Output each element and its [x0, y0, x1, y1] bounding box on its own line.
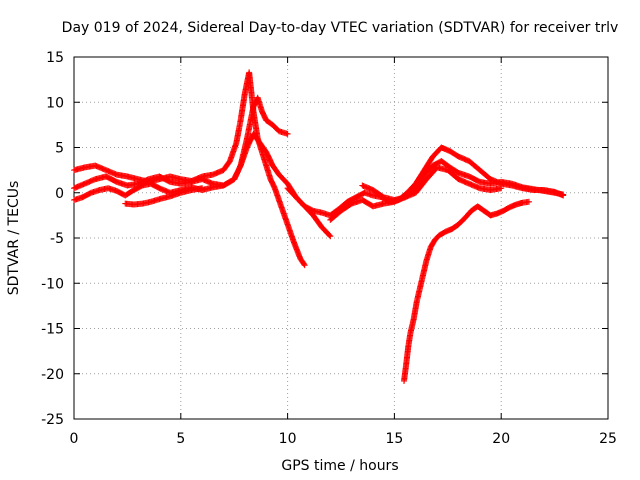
data-marks: [71, 69, 567, 384]
data-point: [327, 233, 334, 240]
y-axis-label: SDTVAR / TECUs: [6, 181, 22, 296]
x-tick-label: 10: [279, 431, 297, 447]
y-tick-label: -5: [50, 231, 64, 247]
series-track-4: [122, 185, 206, 208]
x-tick-label: 0: [70, 431, 79, 447]
data-point: [326, 232, 333, 239]
x-tick-labels: 0 5 10 15 20 25: [70, 431, 617, 447]
grid: [74, 57, 608, 419]
data-point: [199, 185, 206, 192]
data-point: [301, 262, 308, 269]
data-point: [498, 185, 505, 192]
x-axis-label: GPS time / hours: [281, 458, 398, 474]
y-tick-label: 5: [55, 141, 64, 157]
y-tick-label: 0: [55, 186, 64, 202]
data-point: [284, 130, 291, 137]
y-tick-labels: -25 -20 -15 -10 -5 0 5 10 15: [41, 50, 64, 428]
y-tick-label: 10: [46, 95, 64, 111]
data-point: [300, 261, 307, 268]
x-tick-label: 15: [385, 431, 403, 447]
chart-title: Day 019 of 2024, Sidereal Day-to-day VTE…: [62, 20, 619, 36]
series-track-7: [359, 164, 505, 203]
y-tick-label: -10: [41, 276, 64, 292]
data-point: [525, 198, 532, 205]
axis-ticks: [73, 56, 609, 420]
y-tick-label: -15: [41, 322, 64, 338]
y-tick-label: 15: [46, 50, 64, 66]
y-tick-label: -25: [41, 412, 64, 428]
x-tick-label: 25: [599, 431, 617, 447]
x-tick-label: 20: [492, 431, 510, 447]
data-point: [560, 191, 567, 198]
series-track-8: [401, 198, 532, 384]
x-tick-label: 5: [176, 431, 185, 447]
y-tick-label: -20: [41, 367, 64, 383]
